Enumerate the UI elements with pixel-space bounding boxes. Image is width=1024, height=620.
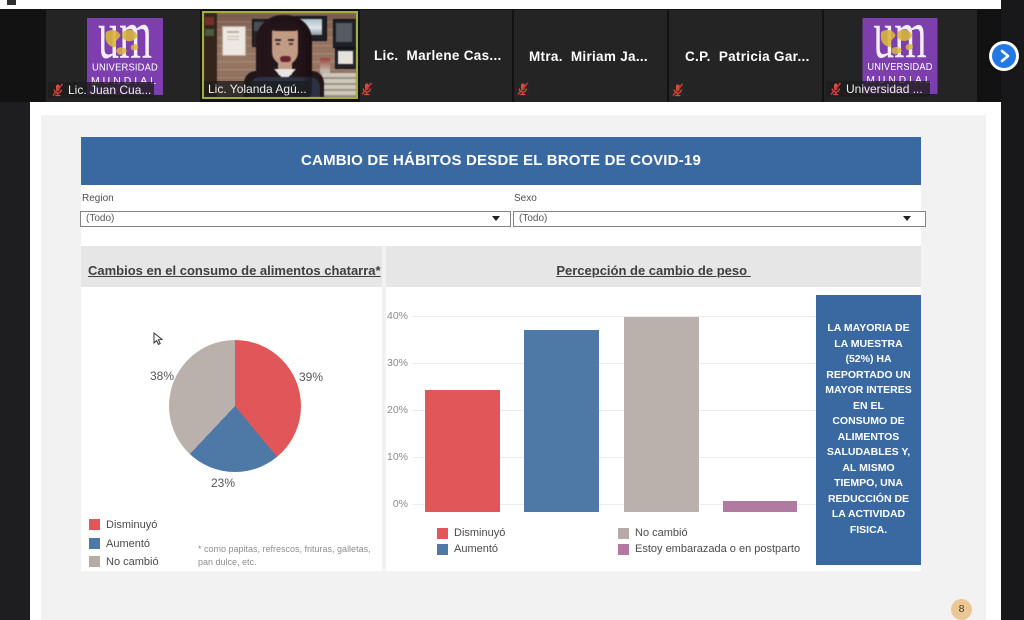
svg-text:MUNDIAL: MUNDIAL xyxy=(91,76,159,87)
svg-text:MUNDIAL: MUNDIAL xyxy=(866,75,933,86)
svg-text:UNIVERSIDAD: UNIVERSIDAD xyxy=(867,62,932,73)
svg-text:UNIVERSIDAD: UNIVERSIDAD xyxy=(92,63,158,74)
